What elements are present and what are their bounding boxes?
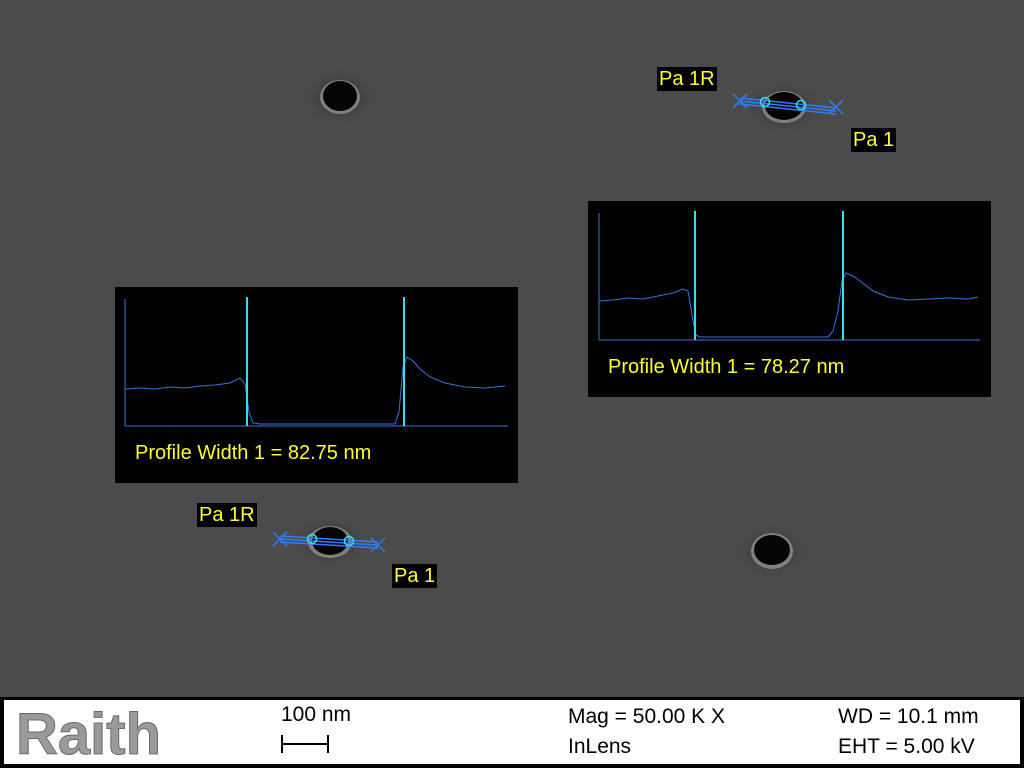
info-bar: Raith 100 nm Mag = 50.00 K X InLens WD =… — [0, 697, 1024, 768]
magnification-readout: Mag = 50.00 K X — [568, 705, 726, 728]
measurement-label-ref: Pa 1R — [657, 67, 717, 91]
info-panel: Raith 100 nm Mag = 50.00 K X InLens WD =… — [3, 699, 1021, 765]
profile-panel: Profile Width 1 = 78.27 nm — [588, 201, 991, 397]
working-distance-readout: WD = 10.1 mm — [838, 705, 979, 728]
measurement-label: Pa 1 — [392, 564, 438, 588]
pore — [736, 523, 808, 579]
measurement-label-ref: Pa 1R — [197, 503, 257, 527]
scale-bar — [281, 735, 329, 753]
detector-readout: InLens — [568, 735, 632, 758]
pore — [746, 79, 822, 135]
profile-plot — [598, 211, 980, 341]
scale-bar-label: 100 nm — [281, 703, 352, 726]
profile-panel: Profile Width 1 = 82.75 nm — [115, 287, 518, 483]
raith-logo: Raith — [16, 704, 162, 762]
profile-width-text: Profile Width 1 = 78.27 nm — [608, 356, 845, 378]
measurement-marker[interactable] — [272, 531, 386, 553]
eht-readout: EHT = 5.00 kV — [838, 735, 975, 758]
measurement-marker[interactable] — [732, 93, 844, 115]
profile-width-text: Profile Width 1 = 82.75 nm — [135, 442, 372, 464]
logo-text: Raith — [16, 704, 161, 762]
profile-plot — [124, 297, 508, 427]
pore — [302, 67, 378, 127]
measurement-label: Pa 1 — [851, 128, 897, 152]
